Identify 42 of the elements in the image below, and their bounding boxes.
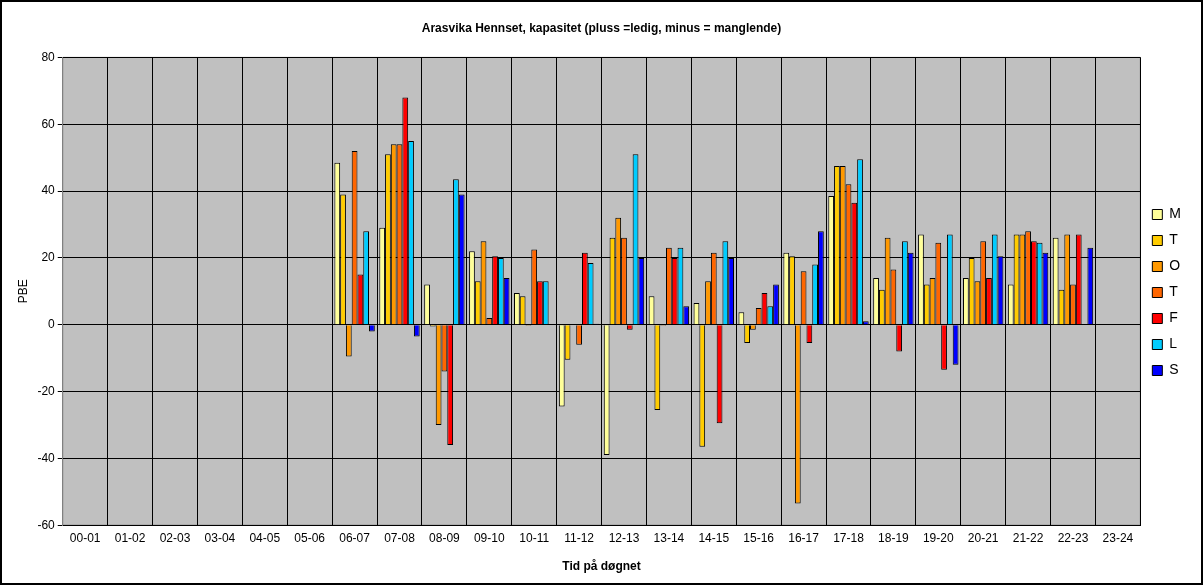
chart-title: Arasvika Hennset, kapasitet (pluss =ledig, minus = manglende) — [421, 20, 782, 35]
x-tick-label: 21-22 — [1012, 530, 1044, 545]
x-tick-label: 14-15 — [698, 530, 730, 545]
x-tick-label: 17-18 — [833, 530, 865, 545]
x-tick-label: 00-01 — [69, 530, 101, 545]
x-tick-label: 11-12 — [564, 530, 595, 545]
x-tick-label: 22-23 — [1057, 530, 1089, 545]
y-axis-title: PBE — [15, 279, 30, 304]
x-tick-label: 06-07 — [339, 530, 371, 545]
x-tick-label: 08-09 — [429, 530, 461, 545]
legend-label: S — [1169, 361, 1179, 378]
x-tick-label: 23-24 — [1102, 530, 1134, 545]
x-tick-label: 19-20 — [922, 530, 954, 545]
y-tick-label: -60 — [37, 517, 56, 532]
x-tick-label: 15-16 — [743, 530, 775, 545]
x-tick-label: 20-21 — [967, 530, 999, 545]
y-tick-label: -20 — [37, 383, 56, 398]
legend-label: L — [1169, 335, 1178, 352]
legend-label: T — [1169, 283, 1179, 300]
x-tick-label: 18-19 — [878, 530, 910, 545]
y-tick-label: 0 — [48, 317, 56, 332]
y-tick-label: -40 — [37, 450, 56, 465]
x-tick-label: 02-03 — [159, 530, 191, 545]
y-tick-label: 60 — [41, 116, 56, 131]
legend-label: O — [1169, 257, 1181, 274]
legend-label: F — [1169, 309, 1178, 326]
y-tick-label: 40 — [41, 183, 56, 198]
x-axis-title: Tid på døgnet — [562, 559, 641, 574]
x-tick-label: 12-13 — [608, 530, 640, 545]
x-tick-label: 16-17 — [788, 530, 820, 545]
y-tick-label: 20 — [41, 250, 56, 265]
x-tick-label: 13-14 — [653, 530, 685, 545]
x-tick-label: 04-05 — [249, 530, 281, 545]
x-tick-label: 09-10 — [473, 530, 505, 545]
x-tick-label: 07-08 — [384, 530, 416, 545]
x-tick-label: 05-06 — [294, 530, 326, 545]
x-tick-label: 10-11 — [519, 530, 550, 545]
x-tick-label: 01-02 — [114, 530, 146, 545]
y-tick-label: 80 — [41, 49, 56, 64]
legend-label: T — [1169, 231, 1179, 248]
legend-label: M — [1169, 205, 1182, 222]
x-tick-label: 03-04 — [204, 530, 236, 545]
